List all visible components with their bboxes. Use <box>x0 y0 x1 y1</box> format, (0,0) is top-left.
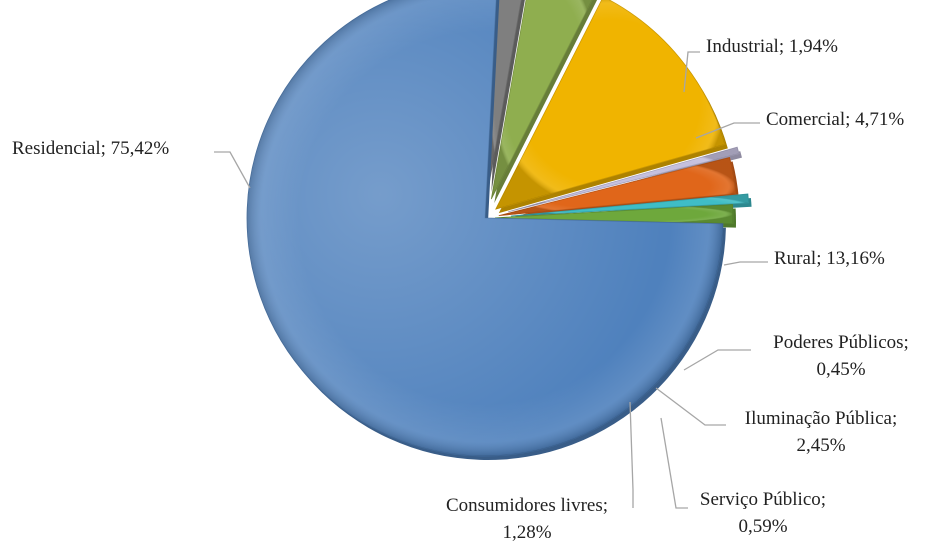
slice-bevel-servico-publico <box>510 193 749 217</box>
data-label-servico-publico: Serviço Público; 0,59% <box>700 489 826 537</box>
data-label-residencial: Residencial; 75,42% <box>12 138 169 159</box>
data-label-consumidores-livres: Consumidores livres; 1,28% <box>446 495 608 543</box>
leader-line-residencial <box>214 151 251 189</box>
leader-line-servico-publico <box>660 417 688 509</box>
data-labels: Industrial; 1,94% Comercial; 4,71% Rural; … <box>12 36 909 543</box>
slice-bevel-rural <box>495 0 725 210</box>
slice-bevel-iluminacao-publica <box>498 157 736 216</box>
data-label-poderes-publicos: Poderes Públicos; 0,45% <box>773 332 909 380</box>
data-label-rural: Rural; 13,16% <box>774 248 885 269</box>
leader-line-rural <box>723 261 768 266</box>
slice-bevel-comercial <box>491 0 593 200</box>
leader-line-industrial <box>683 51 700 93</box>
leader-line-iluminacao-publica <box>655 387 726 426</box>
pie-slices <box>246 0 752 460</box>
data-label-industrial: Industrial; 1,94% <box>706 36 838 57</box>
slice-highlight-residencial <box>247 0 723 456</box>
leader-lines <box>214 51 768 509</box>
leader-line-consumidores-livres <box>629 401 634 508</box>
data-label-iluminacao-publica: Iluminação Pública; 2,45% <box>745 408 897 456</box>
slice-bevel-consumidores-livres <box>494 204 733 224</box>
slice-bevel-poderes-publicos <box>508 147 739 212</box>
data-label-comercial: Comercial; 4,71% <box>766 109 904 130</box>
leader-line-poderes-publicos <box>683 349 751 371</box>
leader-line-comercial <box>695 122 760 139</box>
